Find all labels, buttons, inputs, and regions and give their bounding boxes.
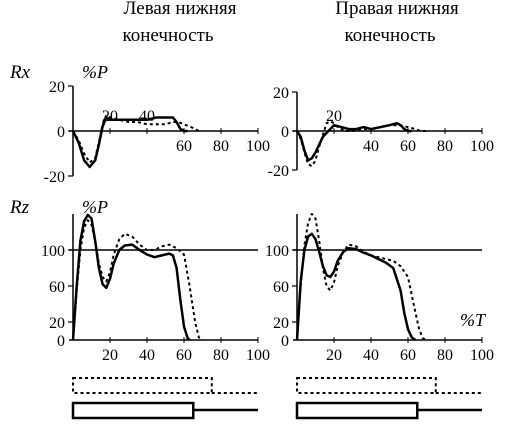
rx-right-series-solid bbox=[295, 121, 412, 162]
rz-right-x-tick-label: 20 bbox=[326, 347, 342, 364]
rz-right-x-tick-label: 80 bbox=[437, 347, 453, 364]
rx-right-series-dashed bbox=[296, 120, 427, 168]
rz-left-y-unit: %P bbox=[82, 197, 108, 217]
rz-right-x-unit: %T bbox=[460, 310, 487, 330]
rx-left-x-tick-label: 60 bbox=[176, 138, 192, 155]
rz-left-x-tick-label: 40 bbox=[139, 347, 155, 364]
rx-right-y-tick-label: -20 bbox=[268, 163, 289, 180]
phase-bar-left bbox=[71, 377, 258, 420]
rz-left-origin-label: 0 bbox=[57, 333, 65, 350]
rx-right-x-tick-label: 20 bbox=[326, 108, 342, 125]
rx-right-chart: 20 0 -20 20 40 60 80 100 bbox=[268, 85, 494, 180]
rx-left-y-tick-label: -20 bbox=[44, 169, 65, 186]
rz-left-x-tick-label: 80 bbox=[213, 347, 229, 364]
rz-left-chart: 100 60 20 20 40 60 80 100 0 bbox=[41, 213, 270, 364]
rz-left-x-tick-label: 20 bbox=[102, 347, 118, 364]
rx-left-y-unit: %P bbox=[82, 62, 108, 82]
rz-left-x-tick-label: 60 bbox=[176, 347, 192, 364]
rz-right-x-tick-label: 100 bbox=[470, 347, 494, 364]
rz-right-x-tick-label: 60 bbox=[400, 347, 416, 364]
rx-left-series-dashed bbox=[72, 114, 200, 164]
rx-left-series-solid bbox=[71, 116, 188, 169]
rz-right-x-tick-label: 40 bbox=[363, 347, 379, 364]
left-column-title-line1: Левая нижняя bbox=[124, 0, 237, 19]
rz-left-series-solid bbox=[71, 213, 191, 341]
rx-left-x-tick-label: 80 bbox=[213, 138, 229, 155]
rz-right-y-tick-label: 100 bbox=[265, 243, 289, 260]
right-column-title-line2: конечность bbox=[345, 25, 436, 46]
rx-right-x-tick-label: 100 bbox=[470, 138, 494, 155]
phase-bar-right-dashed-stance bbox=[296, 377, 437, 394]
rz-left-y-tick-label: 100 bbox=[41, 243, 65, 260]
phase-bar-right-solid-stance bbox=[295, 401, 419, 420]
rx-right-x-tick-label: 80 bbox=[437, 138, 453, 155]
left-column-title-line2: конечность bbox=[123, 25, 214, 46]
rx-left-x-tick-label: 40 bbox=[139, 108, 155, 125]
rz-right-series-dashed bbox=[296, 213, 427, 341]
phase-bar-left-solid-stance bbox=[71, 401, 195, 420]
phase-bar-left-dashed-stance bbox=[72, 377, 213, 394]
rz-right-y-tick-label: 20 bbox=[273, 315, 289, 332]
rx-right-y-tick-label: 0 bbox=[281, 124, 289, 141]
rz-left-y-tick-label: 20 bbox=[49, 315, 65, 332]
row-label-rz: Rz bbox=[9, 197, 30, 218]
rx-left-x-tick-label: 100 bbox=[246, 138, 270, 155]
rz-left-y-tick-label: 60 bbox=[49, 279, 65, 296]
rz-left-series-dashed bbox=[72, 219, 204, 341]
rx-left-y-tick-label: 20 bbox=[49, 79, 65, 96]
rz-right-chart: 100 60 20 20 40 60 80 100 0 bbox=[265, 213, 494, 364]
rz-left-x-tick-label: 100 bbox=[246, 347, 270, 364]
phase-bar-right bbox=[295, 377, 482, 420]
rx-right-x-tick-label: 60 bbox=[400, 138, 416, 155]
row-label-rx: Rx bbox=[9, 62, 31, 83]
rx-right-y-tick-label: 20 bbox=[273, 85, 289, 102]
phase-bars bbox=[71, 377, 482, 420]
rz-right-y-tick-label: 60 bbox=[273, 279, 289, 296]
rx-right-x-tick-label: 40 bbox=[363, 138, 379, 155]
right-column-title-line1: Правая нижняя bbox=[335, 0, 459, 19]
rx-left-y-tick-label: 0 bbox=[57, 124, 65, 141]
rz-right-origin-label: 0 bbox=[281, 333, 289, 350]
